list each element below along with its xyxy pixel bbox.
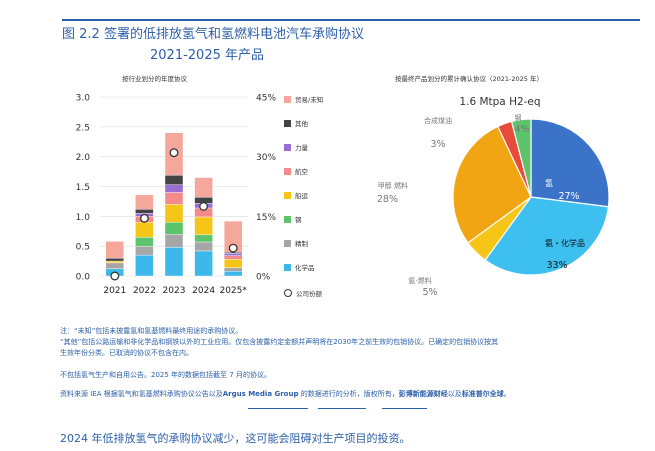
source-line: 资料来源 IEA 根据氢气和氢基燃料承购协议公告以及Argus Media Gr… [60, 389, 620, 400]
bar-segment [194, 177, 213, 198]
y2-tick-label: 0% [256, 273, 271, 283]
left-chart-subtitle: 按行业划分的年度协议 [122, 75, 187, 83]
legend-item: 精制 [284, 231, 323, 255]
x-tick-label: 2021 [103, 286, 126, 296]
link-underline [318, 408, 366, 409]
y-tick-label: 2.5 [76, 123, 90, 133]
legend-item: 力量 [284, 135, 323, 159]
pie-slice-label: 氢 [545, 178, 553, 188]
note-line: 生效年份分类。已取消的协议不包含在内。 [60, 349, 193, 357]
y-tick-label: 2.0 [76, 153, 91, 163]
pie-slice [530, 118, 610, 208]
note-line: 不包括氢气生产和自用公告。2025 年的数据包括截至 7 月的协议。 [60, 371, 271, 379]
source-text: 资料来源 IEA 根据氢气和氢基燃料承购协议公告以及 [60, 390, 223, 398]
legend-swatch [284, 143, 291, 151]
circle-marker-icon [284, 289, 292, 297]
x-tick-label: 2022 [133, 286, 156, 296]
y2-tick-label: 45% [256, 94, 276, 104]
legend-swatch [284, 215, 291, 223]
y-tick-label: 1.0 [76, 213, 91, 223]
source-text: ，版权所有， [356, 390, 399, 398]
legend-label: 钢 [295, 216, 302, 224]
legend-label: 船运 [295, 192, 308, 200]
legend-item: 化学品 [284, 255, 323, 279]
legend-label: 公司份额 [296, 290, 322, 298]
x-tick-label: 2023 [163, 286, 186, 296]
source-link-spglobal[interactable]: 标准普尔全球 [461, 390, 504, 398]
legend-swatch [284, 191, 291, 199]
pie-slice-percent: 33% [546, 260, 567, 271]
legend-swatch [284, 167, 291, 175]
right-chart-subtitle: 按最终产品划分的累计确认协议（2021-2025 年） [395, 75, 543, 83]
pie-slice-label: 氨·燃料 [408, 276, 431, 285]
legend-swatch [284, 263, 291, 271]
pie-slice-label: 合成煤油 [424, 116, 452, 125]
y2-tick-label: 30% [256, 153, 276, 163]
footer-caption: 2024 年低排放氢气的承购协议减少，这可能会阻碍对生产项目的投资。 [60, 432, 411, 445]
legend-item-marker: 公司份额 [284, 281, 323, 305]
x-tick-label: 2024 [192, 286, 215, 296]
figure-title-line2: 2021-2025 年产品 [150, 48, 264, 63]
y2-tick-label: 15% [256, 213, 276, 223]
company-share-marker [169, 148, 179, 158]
legend-item: 其他 [284, 111, 323, 135]
legend-swatch [284, 239, 291, 247]
y-tick-label: 0.5 [76, 243, 90, 253]
pie-chart: 1.6 Mtpa H2-eq 氢 27% 氨・化学品 33% 氨·燃料 5% 甲醇 燃料 28%… [377, 96, 610, 298]
legend-item: 钢 [284, 207, 323, 231]
legend-label: 其他 [295, 120, 308, 128]
pie-slice-label: 甲醇 燃料 [378, 181, 408, 190]
bar-chart: 0.0 0.5 1.0 1.5 2.0 2.5 3.0 0% 15% 30% 45% 2021 2022… [76, 94, 277, 297]
pie-slice-percent: 3% [430, 139, 445, 150]
pie-total-label: 1.6 Mtpa H2-eq [459, 96, 540, 108]
company-share-marker [228, 243, 238, 253]
legend-swatch [284, 95, 291, 103]
source-link-argus[interactable]: Argus Media Group [222, 390, 299, 398]
legend-item: 船运 [284, 183, 323, 207]
bar-legend: 贸易/未知 其他 力量 航空 船运 钢 精制 化学品 公司份额 [284, 87, 323, 305]
source-text: 。 [503, 390, 511, 398]
company-share-marker [199, 201, 209, 211]
pie-slice [452, 125, 532, 244]
legend-item: 航空 [284, 159, 323, 183]
legend-label: 精制 [295, 240, 308, 248]
bar-segment [105, 241, 125, 259]
source-text: 的数据进行的分析 [298, 390, 357, 398]
y-tick-label: 0.0 [76, 273, 91, 283]
bar-segment [135, 194, 154, 210]
pie-slice [510, 118, 532, 198]
pie-slice-label: 氨・化学品 [545, 238, 585, 248]
note-line: 注：“未知”包括未披露氢和氢基燃料最终用途的承购协议。 [60, 327, 243, 335]
pie-slice-percent: 27% [558, 191, 579, 202]
legend-label: 化学品 [295, 264, 315, 272]
figure-title: 图 2.2 签署的低排放氢气和氢燃料电池汽车承购协议 [62, 27, 364, 42]
company-share-marker [110, 271, 120, 281]
pie-slice [484, 196, 610, 276]
pie-slice-percent: 5% [422, 287, 437, 298]
source-text: 以及 [447, 390, 462, 398]
company-share-marker [139, 213, 149, 223]
chart-notes: 注：“未知”包括未披露氢和氢基燃料最终用途的承购协议。 “其他”包括公路运输和非… [60, 326, 605, 381]
pie-slice-percent: 28% [377, 194, 398, 205]
legend-label: 航空 [295, 168, 308, 176]
link-underline [382, 408, 427, 409]
y-tick-label: 1.5 [76, 183, 90, 193]
source-link-bnef[interactable]: 彭博新能源财经 [398, 390, 448, 398]
link-underline [248, 408, 308, 409]
y-tick-label: 3.0 [76, 94, 91, 104]
legend-label: 贸易/未知 [295, 96, 324, 104]
x-tick-label: 2025* [219, 286, 247, 296]
note-line: “其他”包括公路运输和非化学品和钢铁以外的工业应用。仅包含披露约定金额并声明将在… [60, 338, 499, 346]
legend-swatch [284, 119, 291, 127]
pie-slice-percent: 4% [514, 124, 529, 135]
pie-slice-label: 钢 [515, 113, 522, 122]
legend-label: 力量 [295, 144, 308, 152]
title-rule [62, 19, 640, 21]
legend-item: 贸易/未知 [284, 87, 323, 111]
